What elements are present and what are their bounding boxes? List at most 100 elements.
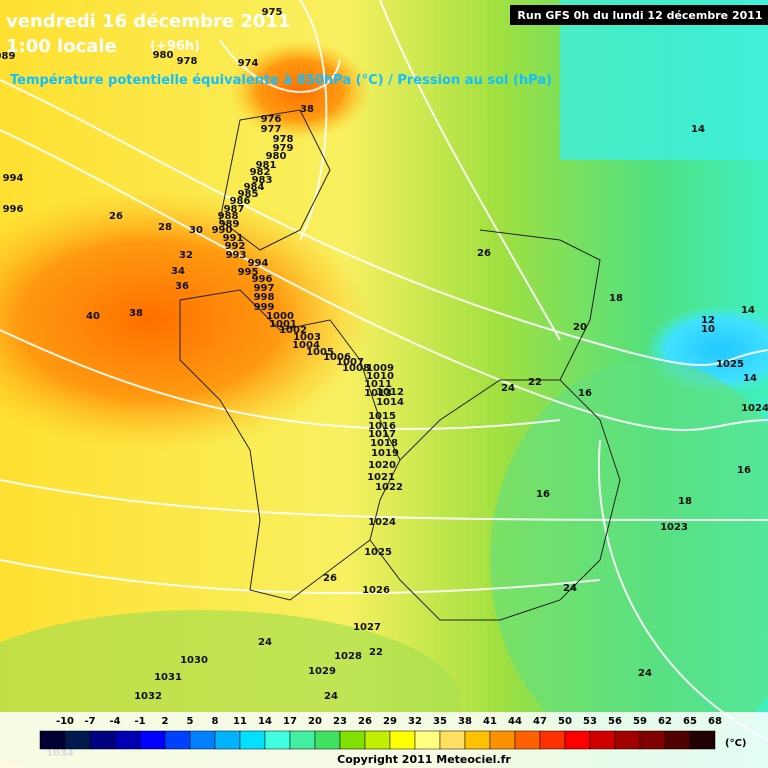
map-label: 16 [578, 388, 592, 399]
map-label: 30 [189, 225, 203, 236]
map-label: 12 [701, 315, 715, 326]
map-label: 1009 [366, 363, 394, 374]
warm-region [230, 40, 370, 140]
map-label: 1014 [376, 397, 404, 408]
legend-value: 41 [483, 716, 497, 727]
map-label: 978 [273, 134, 294, 145]
map-label: 988 [218, 211, 239, 222]
map-label: 38 [129, 308, 143, 319]
map-label: 16 [536, 489, 550, 500]
map-label: 997 [254, 283, 275, 294]
legend-value: 8 [212, 716, 219, 727]
map-label: 974 [238, 58, 259, 69]
map-label: 999 [254, 302, 275, 313]
map-label: 36 [175, 281, 189, 292]
map-label: 26 [109, 211, 123, 222]
map-label: 978 [177, 56, 198, 67]
copyright: Copyright 2011 Meteociel.fr [337, 753, 511, 766]
legend-swatch [564, 730, 591, 750]
map-label: 18 [609, 293, 623, 304]
legend-swatch [439, 730, 466, 750]
map-label: 24 [638, 668, 652, 679]
legend-swatch [689, 730, 716, 750]
map-label: 24 [563, 583, 577, 594]
map-label: 1024 [741, 403, 768, 414]
legend-value: 23 [333, 716, 347, 727]
legend-swatch [289, 730, 316, 750]
map-label: 26 [323, 573, 337, 584]
map-label: 24 [324, 691, 338, 702]
map-label: 1003 [293, 332, 321, 343]
map-label: 16 [737, 465, 751, 476]
legend-value: 2 [162, 716, 169, 727]
legend-value: 17 [283, 716, 297, 727]
map-label: 975 [262, 7, 283, 18]
isobars [0, 0, 768, 740]
legend-swatch [389, 730, 416, 750]
date: vendredi 16 décembre 2011 [6, 11, 290, 32]
legend-swatch [139, 730, 166, 750]
map-label: 976 [261, 114, 282, 125]
map-label: 983 [252, 175, 273, 186]
map-label: 991 [223, 233, 244, 244]
lead-time: (+96h) [150, 39, 200, 54]
legend-swatch [639, 730, 666, 750]
map-label: 977 [261, 124, 282, 135]
legend-value: 26 [358, 716, 372, 727]
map-label: 32 [179, 250, 193, 261]
map-label: 20 [573, 322, 587, 333]
legend-value: 29 [383, 716, 397, 727]
map-label: 1010 [366, 371, 394, 382]
map-label: 14 [691, 124, 705, 135]
map-label: 1028 [334, 651, 362, 662]
legend-value: 50 [558, 716, 572, 727]
legend-value: 68 [708, 716, 722, 727]
map-label: 1025 [364, 547, 392, 558]
map-label: 24 [501, 383, 515, 394]
map-label: 1018 [370, 438, 398, 449]
map-label: 1023 [660, 522, 688, 533]
map-label: 40 [86, 311, 100, 322]
run-box [510, 5, 768, 25]
legend-swatch [189, 730, 216, 750]
map-label: 980 [153, 50, 174, 61]
legend-value: 11 [233, 716, 247, 727]
map-label: 14 [741, 305, 755, 316]
legend-value: 32 [408, 716, 422, 727]
legend-value: 14 [258, 716, 272, 727]
map-label: 979 [273, 143, 294, 154]
map-label: 1013 [364, 388, 392, 399]
legend-value: 56 [608, 716, 622, 727]
map-label: 993 [226, 250, 247, 261]
map-label: 1007 [336, 357, 364, 368]
legend-swatch [414, 730, 441, 750]
map-label: 1004 [292, 340, 320, 351]
map-label: 982 [250, 167, 271, 178]
map-label: 980 [266, 151, 287, 162]
map-label: 28 [158, 222, 172, 233]
legend-value: 38 [458, 716, 472, 727]
legend-value: -4 [109, 716, 120, 727]
map-label: 14 [743, 373, 757, 384]
legend-swatch [489, 730, 516, 750]
map-label: 22 [369, 647, 383, 658]
map-label: 994 [3, 173, 24, 184]
map-label: 1031 [154, 672, 182, 683]
legend-value: 35 [433, 716, 447, 727]
map-label: 1020 [368, 460, 396, 471]
map-label: 10 [701, 324, 715, 335]
map-label: 981 [256, 160, 277, 171]
run-label: Run GFS 0h du lundi 12 décembre 2011 [517, 9, 762, 22]
map-label: 34 [171, 266, 185, 277]
green-region [490, 360, 768, 760]
map-label: 1025 [716, 359, 744, 370]
map-label: 1011 [364, 379, 392, 390]
map-label: 985 [238, 189, 259, 200]
map-title: Température potentielle équivalente à 85… [10, 73, 552, 88]
legend-value: 53 [583, 716, 597, 727]
map-label: 989 [219, 219, 240, 230]
legend: -10 -7 -4 -1 2 5 8 11 14 17 20 23 26 29 32 35 38 41 44 47 50… [39, 716, 722, 750]
map-label: 24 [258, 637, 272, 648]
legend-swatch [64, 730, 91, 750]
legend-swatch [364, 730, 391, 750]
